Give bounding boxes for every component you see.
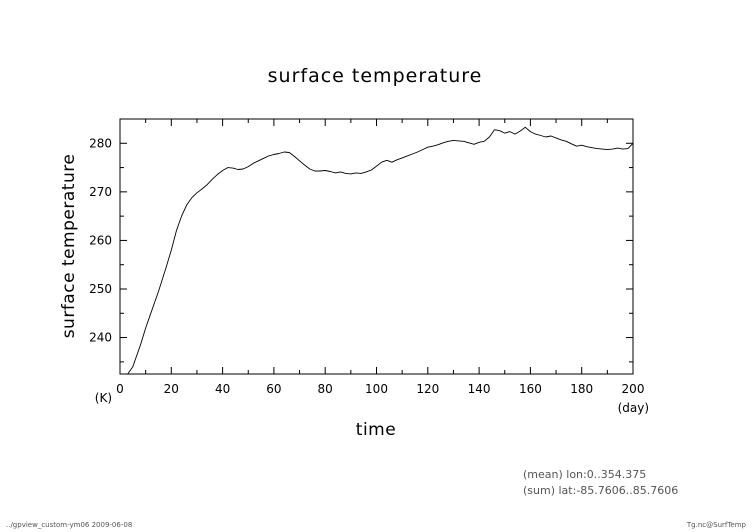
mean-note: (mean) lon:0..354.375	[523, 468, 646, 481]
x-tick-label: 200	[622, 382, 645, 396]
y-tick-label: 250	[89, 282, 112, 296]
footer-right: Tg.nc@SurfTemp	[686, 521, 747, 529]
x-axis-label: time	[356, 420, 396, 440]
x-tick-label: 100	[365, 382, 388, 396]
x-tick-label: 120	[416, 382, 439, 396]
x-tick-label: 20	[164, 382, 179, 396]
y-tick-label: 270	[89, 185, 112, 199]
x-axis-unit: (day)	[618, 401, 649, 415]
x-tick-label: 80	[318, 382, 333, 396]
x-tick-label: 180	[570, 382, 593, 396]
x-axis-ticks: 0 20 40 60 80 100 120 140 160 180 200	[116, 119, 644, 396]
x-tick-label: 40	[215, 382, 230, 396]
y-axis-unit: (K)	[95, 391, 112, 405]
x-tick-label: 140	[468, 382, 491, 396]
y-axis-label: surface temperature	[59, 154, 79, 339]
x-tick-label: 60	[266, 382, 281, 396]
sum-note: (sum) lat:-85.7606..85.7606	[523, 484, 678, 497]
y-tick-label: 280	[89, 136, 112, 150]
x-tick-label: 0	[116, 382, 124, 396]
y-tick-label: 240	[89, 331, 112, 345]
series-line	[120, 126, 634, 375]
chart-title: surface temperature	[268, 65, 483, 87]
y-tick-label: 260	[89, 233, 112, 247]
series-layer	[120, 126, 634, 375]
plot-frame	[119, 118, 634, 375]
y-axis-ticks: 240 250 260 270 280	[89, 118, 633, 363]
x-tick-label: 160	[519, 382, 542, 396]
footer-left: ../gpview_custom-ym06 2009-06-08	[6, 521, 132, 529]
